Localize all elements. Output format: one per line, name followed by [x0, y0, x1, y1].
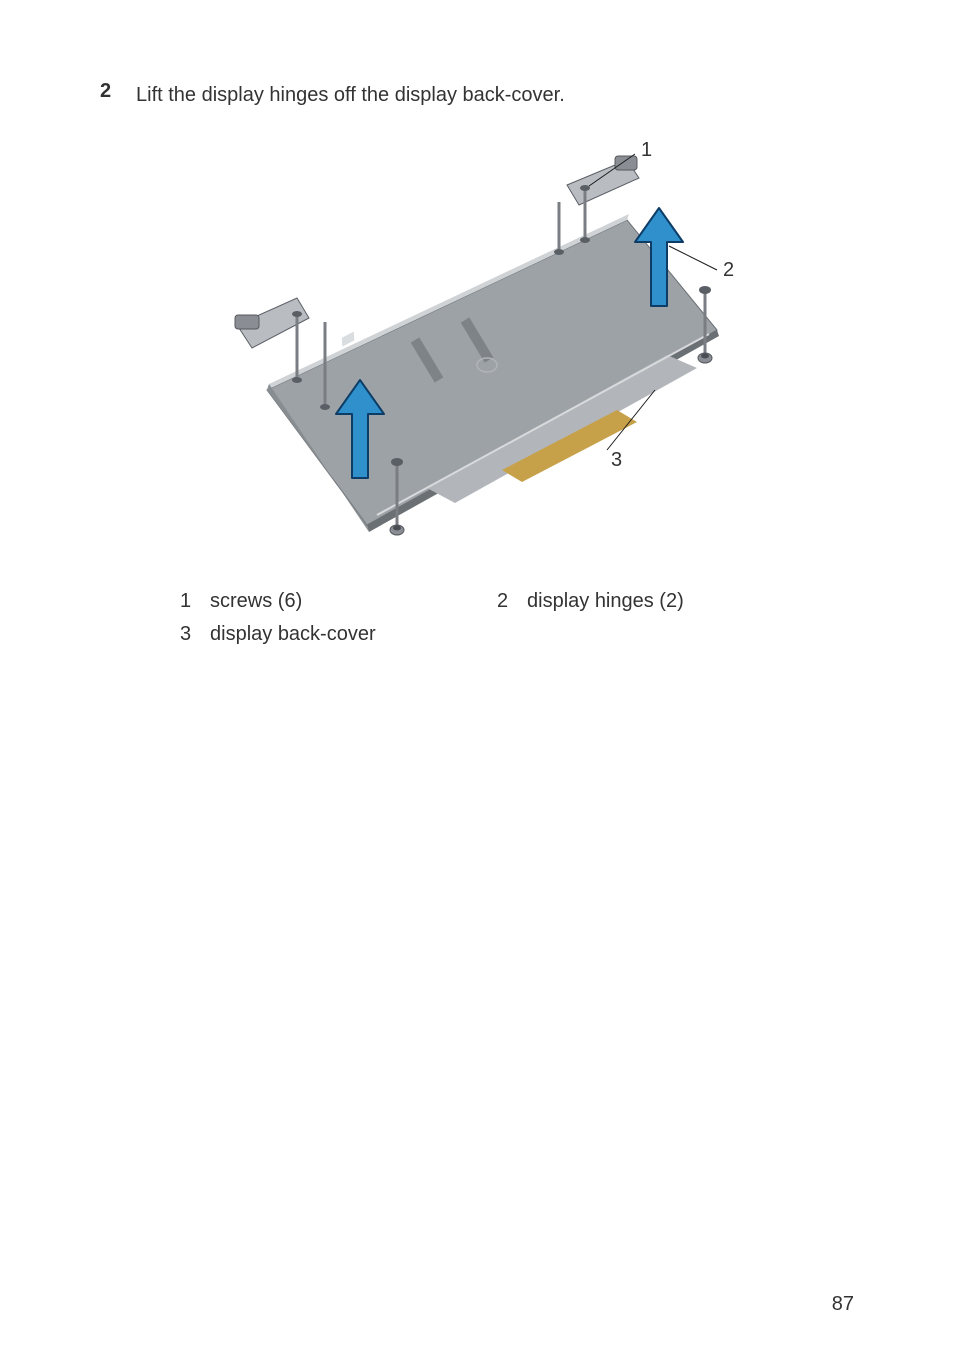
- page-number: 87: [832, 1293, 854, 1316]
- legend-text: display back-cover: [210, 623, 376, 646]
- procedure-figure: 1 2 3: [197, 130, 757, 560]
- legend-num: 1: [180, 590, 210, 613]
- legend-item-3: 3 display back-cover: [180, 623, 497, 646]
- step-text: Lift the display hinges off the display …: [136, 80, 565, 110]
- legend-item-2: 2 display hinges (2): [497, 590, 814, 613]
- callout-label-1: 1: [641, 139, 652, 161]
- legend-num: 2: [497, 590, 527, 613]
- step-row: 2 Lift the display hinges off the displa…: [100, 80, 854, 110]
- figure-legend: 1 screws (6) 2 display hinges (2) 3 disp…: [180, 590, 814, 656]
- figure-svg: 1 2 3: [197, 130, 757, 560]
- callout-label-2: 2: [723, 259, 734, 281]
- legend-text: screws (6): [210, 590, 302, 613]
- step-number: 2: [100, 80, 136, 103]
- legend-item-1: 1 screws (6): [180, 590, 497, 613]
- callout-label-3: 3: [611, 449, 622, 471]
- callout-2: 2: [669, 246, 734, 281]
- legend-text: display hinges (2): [527, 590, 684, 613]
- legend-num: 3: [180, 623, 210, 646]
